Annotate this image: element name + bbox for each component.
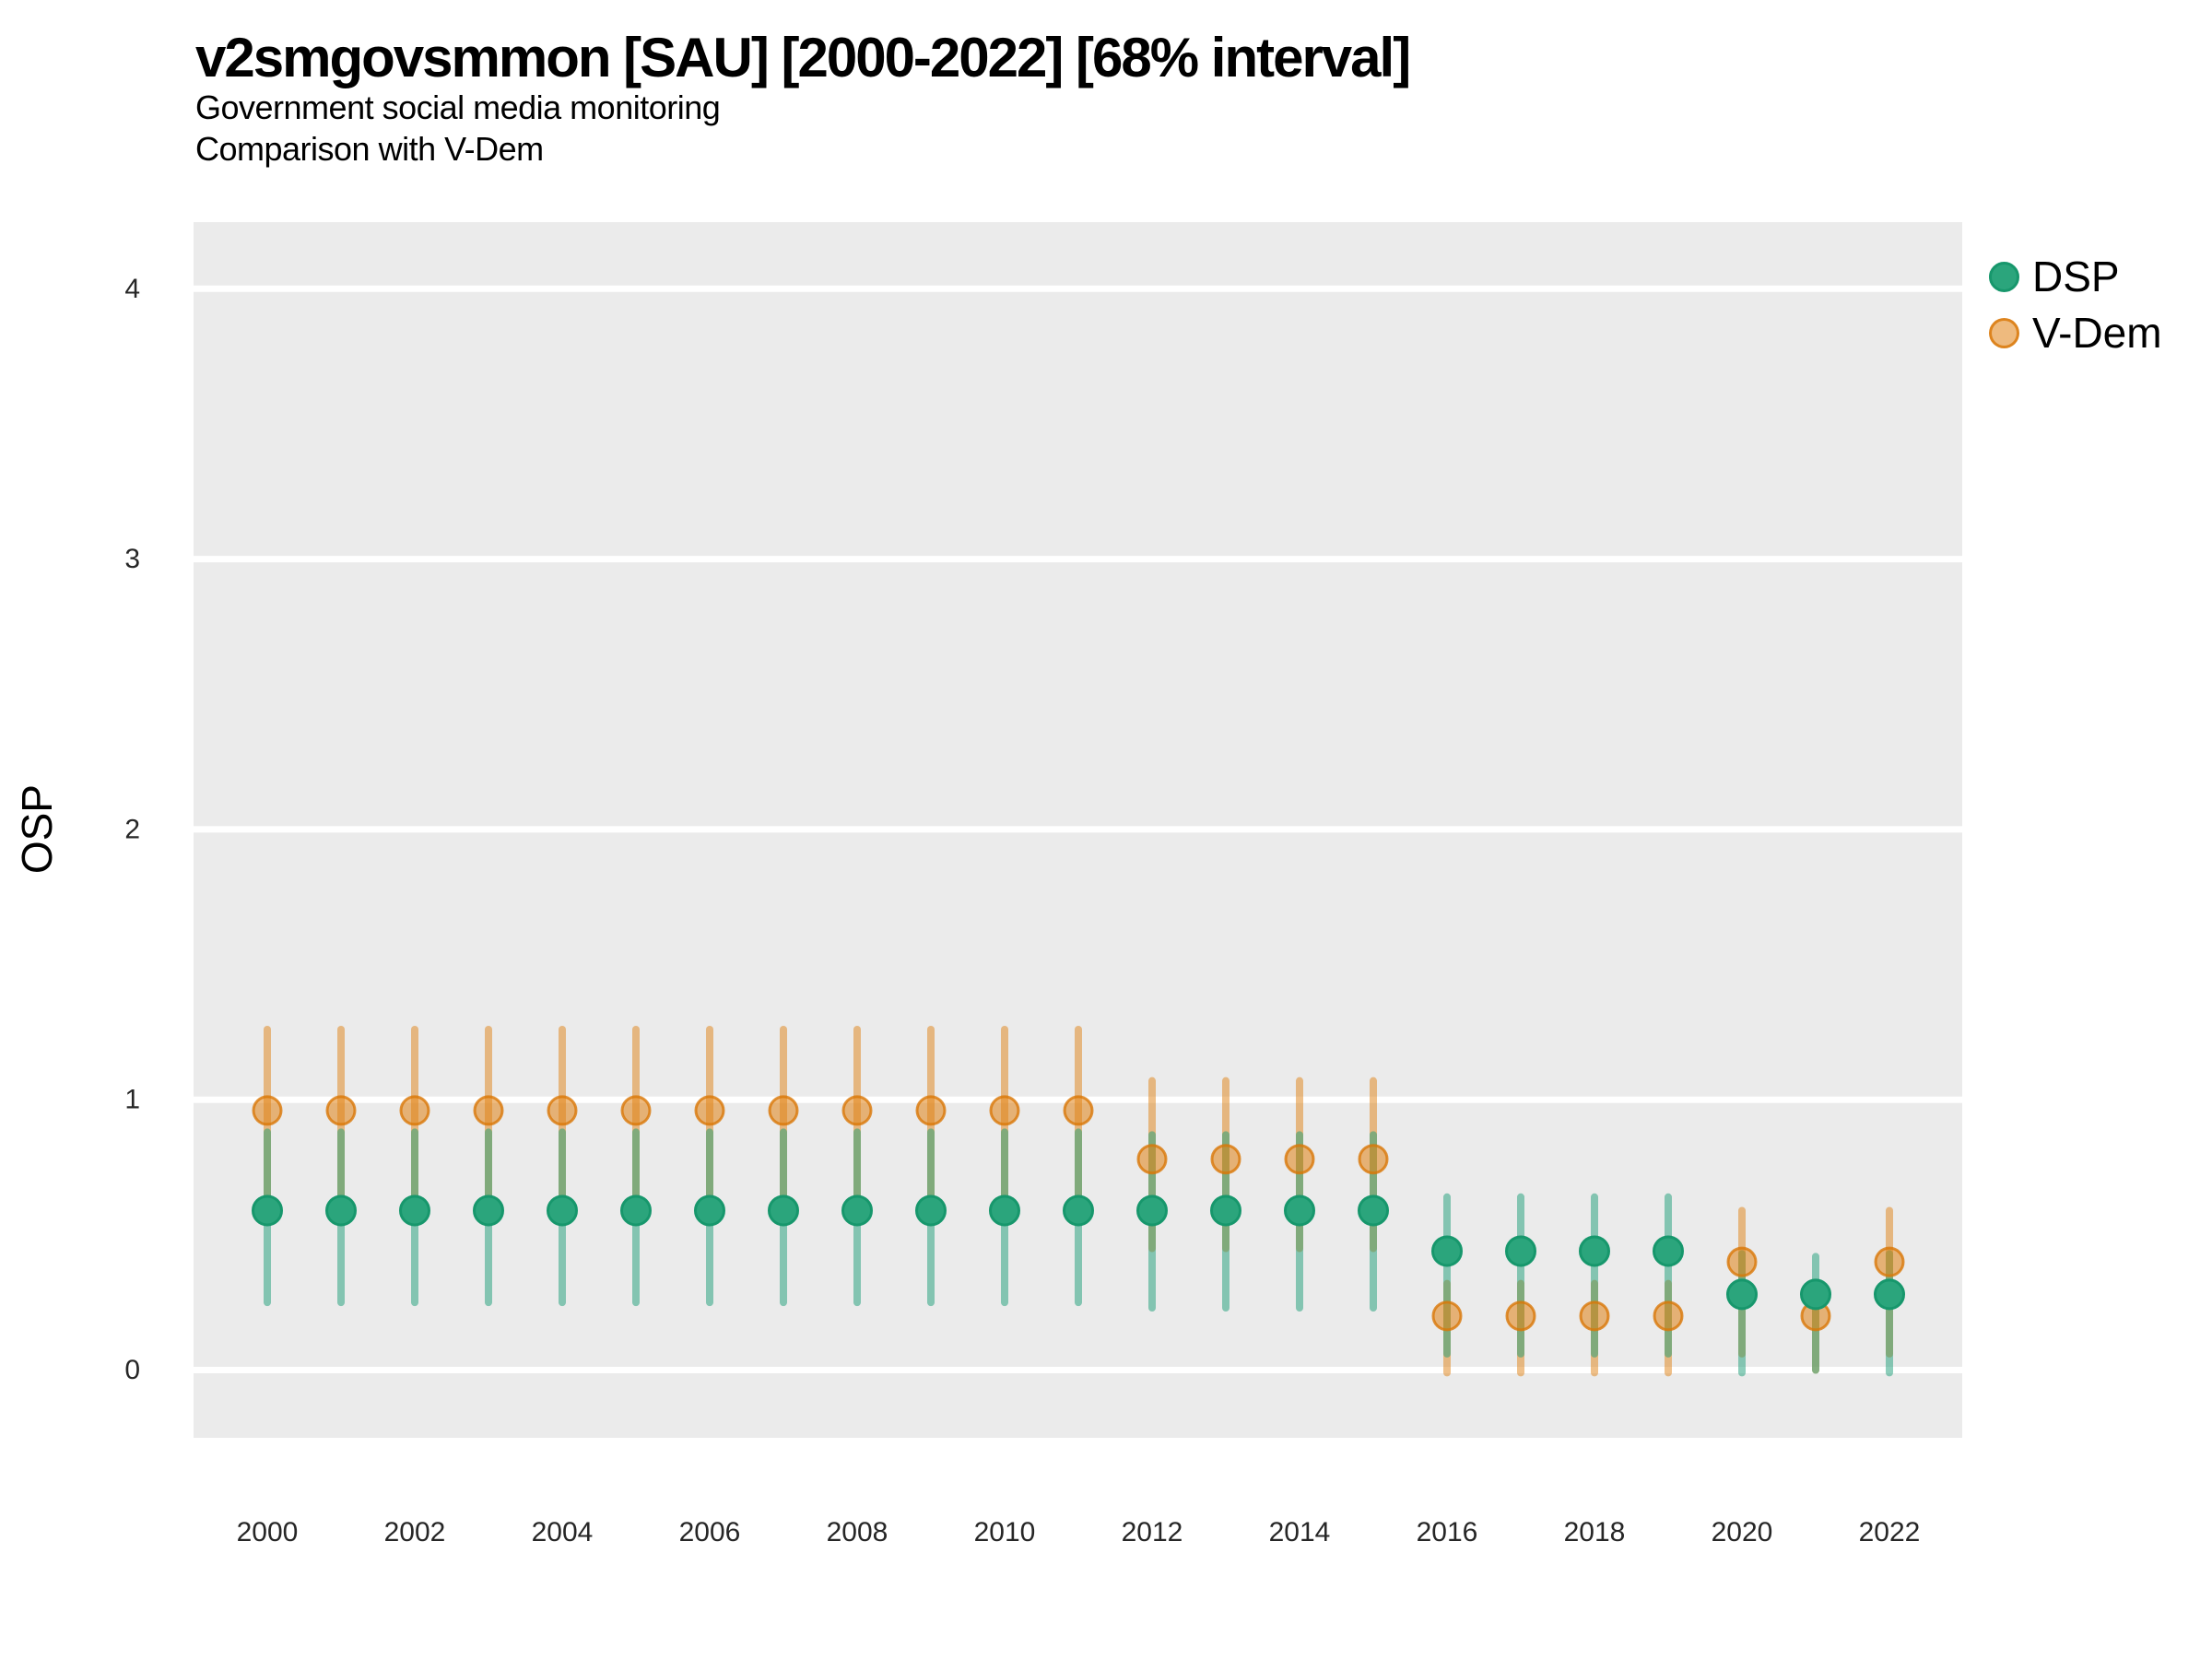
vdem-point-2010 [989,1095,1020,1126]
vdem-point-2015 [1358,1144,1389,1175]
vdem-point-2011 [1063,1095,1094,1126]
x-tick-label-2022: 2022 [1859,1517,1921,1547]
vdem-point-2001 [325,1095,357,1126]
vdem-point-2002 [399,1095,430,1126]
vdem-point-2000 [252,1095,283,1126]
legend: DSP V-Dem [1989,253,2162,368]
legend-item-vdem: V-Dem [1989,309,2162,357]
x-tick-label-2020: 2020 [1712,1517,1773,1547]
legend-dot-vdem-icon [1989,317,2019,348]
vdem-point-2007 [768,1095,799,1126]
chart-subtitle-line1: Government social media monitoring [195,88,721,126]
y-tick-label-2: 2 [124,814,140,844]
x-tick-label-2000: 2000 [237,1517,299,1547]
vdem-point-2022 [1874,1246,1905,1277]
legend-label-vdem: V-Dem [2032,309,2162,357]
vdem-point-2020 [1726,1246,1758,1277]
dsp-point-2000 [252,1194,283,1227]
y-tick-label-1: 1 [124,1085,140,1115]
x-tick-label-2008: 2008 [827,1517,888,1547]
x-tick-label-2014: 2014 [1269,1517,1331,1547]
dsp-point-2012 [1136,1194,1168,1227]
vdem-point-2004 [547,1095,578,1126]
dsp-point-2021 [1800,1278,1831,1311]
vdem-point-2019 [1653,1300,1684,1332]
vdem-point-2013 [1210,1144,1241,1175]
vdem-point-2009 [915,1095,947,1126]
dsp-point-2018 [1579,1235,1610,1267]
dsp-point-2011 [1063,1194,1094,1227]
dsp-point-2019 [1653,1235,1684,1267]
vdem-point-2003 [473,1095,504,1126]
vdem-point-2005 [620,1095,652,1126]
dsp-point-2002 [399,1194,430,1227]
legend-label-dsp: DSP [2032,253,2120,300]
page-title: v2smgovsmmon [SAU] [2000-2022] [68% inte… [195,27,1411,88]
vdem-point-2017 [1505,1300,1536,1332]
x-tick-label-2004: 2004 [532,1517,594,1547]
y-axis-title-wrap: OSP [9,691,65,968]
dsp-point-2008 [841,1194,873,1227]
dsp-point-2013 [1210,1194,1241,1227]
x-tick-label-2012: 2012 [1122,1517,1183,1547]
dsp-point-2016 [1431,1235,1463,1267]
y-axis-title: OSP [13,784,61,875]
y-tick-label-0: 0 [124,1355,140,1385]
dsp-point-2017 [1505,1235,1536,1267]
dsp-point-2004 [547,1194,578,1227]
x-tick-label-2002: 2002 [384,1517,446,1547]
dsp-point-2015 [1358,1194,1389,1227]
x-tick-label-2018: 2018 [1564,1517,1626,1547]
vdem-point-2012 [1136,1144,1168,1175]
legend-item-dsp: DSP [1989,253,2162,300]
legend-dot-dsp-icon [1989,261,2019,292]
vdem-point-2016 [1431,1300,1463,1332]
dsp-point-2014 [1284,1194,1315,1227]
y-tick-label-3: 3 [124,544,140,574]
x-tick-label-2010: 2010 [974,1517,1036,1547]
dsp-point-2010 [989,1194,1020,1227]
dsp-point-2022 [1874,1278,1905,1311]
dsp-point-2005 [620,1194,652,1227]
x-tick-label-2006: 2006 [679,1517,741,1547]
dsp-point-2007 [768,1194,799,1227]
dsp-point-2020 [1726,1278,1758,1311]
y-tick-label-4: 4 [124,274,140,304]
x-tick-label-2016: 2016 [1417,1517,1478,1547]
vdem-point-2006 [694,1095,725,1126]
vdem-point-2008 [841,1095,873,1126]
dsp-point-2006 [694,1194,725,1227]
dsp-point-2003 [473,1194,504,1227]
vdem-point-2018 [1579,1300,1610,1332]
chart-subtitle-line2: Comparison with V-Dem [195,130,544,168]
vdem-point-2014 [1284,1144,1315,1175]
dsp-point-2001 [325,1194,357,1227]
dsp-point-2009 [915,1194,947,1227]
